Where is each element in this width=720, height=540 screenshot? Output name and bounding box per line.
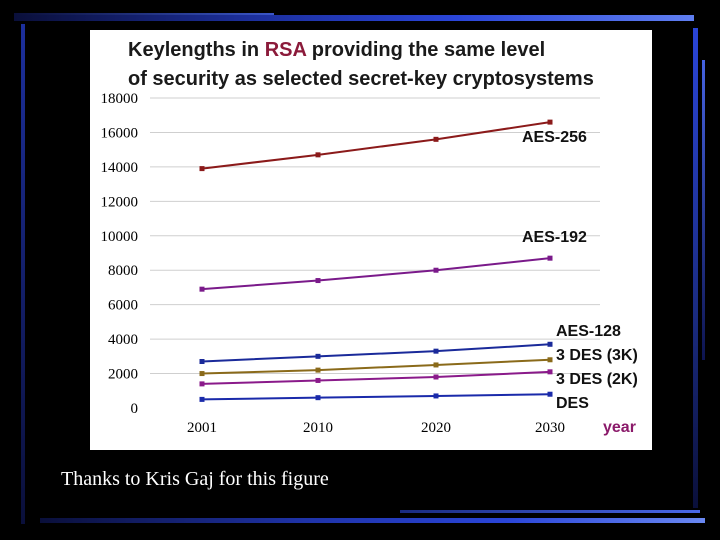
data-point-aes-192-2020 (433, 267, 439, 273)
series-line-3-des-3k (201, 358, 551, 375)
chart-title-line-2: of security as selected secret-key crypt… (128, 68, 594, 90)
y-tick-label-2000: 2000 (108, 367, 138, 383)
data-point-aes-128-2010 (315, 353, 321, 359)
data-point-aes-192-2001 (199, 286, 205, 292)
data-point-aes-256-2030 (547, 119, 553, 125)
x-tick-label-2010: 2010 (303, 420, 333, 436)
y-tick-label-18000: 18000 (101, 91, 139, 107)
data-point-3-des-3k-2020 (433, 362, 439, 368)
decorative-bar-left (21, 24, 25, 524)
data-point-des-2020 (433, 393, 439, 399)
chart-title-prefix: Keylengths in (128, 39, 265, 61)
axis-layer: 0 2000 4000 6000 8000 10000 12000 14000 16000 180… (101, 91, 636, 436)
data-point-aes-128-2030 (547, 341, 553, 347)
decorative-bar-top-accent (14, 13, 274, 16)
series-label-3-des-2k: 3 DES (2K) (556, 371, 638, 388)
x-tick-label-2020: 2020 (421, 420, 451, 436)
y-tick-label-8000: 8000 (108, 263, 138, 279)
chart-svg: Keylengths in RSA providing the same lev… (101, 39, 638, 436)
series-line-des (201, 393, 551, 401)
data-point-3-des-2k-2001 (199, 381, 205, 387)
data-point-aes-128-2001 (199, 359, 205, 364)
decorative-bar-right (693, 28, 698, 508)
decorative-bar-bottom (40, 518, 705, 523)
chart-title-accent: RSA (265, 39, 307, 61)
decorative-bar-bottom-accent (400, 510, 700, 513)
series-label-3-des-3k: 3 DES (3K) (556, 347, 638, 364)
series-label-des: DES (556, 395, 589, 412)
data-point-aes-256-2010 (315, 152, 321, 158)
y-tick-label-4000: 4000 (108, 332, 138, 348)
figure-credit: Thanks to Kris Gaj for this figure (61, 468, 329, 490)
series-line-3-des-2k (201, 370, 551, 385)
data-point-aes-256-2020 (433, 136, 439, 142)
chart-figure: Keylengths in RSA providing the same lev… (90, 30, 652, 450)
x-axis-label: year (603, 419, 636, 436)
data-point-aes-256-2001 (199, 166, 205, 172)
data-point-3-des-2k-2020 (433, 374, 439, 380)
data-point-des-2001 (199, 396, 205, 402)
y-tick-label-6000: 6000 (108, 298, 138, 314)
data-point-aes-128-2020 (433, 348, 439, 354)
data-point-3-des-2k-2030 (547, 369, 553, 375)
data-point-3-des-3k-2001 (199, 371, 205, 377)
series-label-aes-192: AES-192 (522, 229, 587, 246)
data-point-3-des-3k-2030 (547, 357, 553, 363)
decorative-bar-top (14, 15, 694, 21)
series-line-aes-192 (201, 257, 551, 291)
series-line-aes-256 (201, 121, 551, 170)
data-point-3-des-3k-2010 (315, 367, 321, 373)
x-tick-label-2001: 2001 (187, 420, 217, 436)
data-point-des-2010 (315, 395, 321, 401)
chart-title-suffix: providing the same level (306, 39, 545, 61)
data-point-aes-192-2030 (547, 255, 553, 261)
x-tick-label-2030: 2030 (535, 420, 565, 436)
series-line-aes-128 (201, 343, 551, 363)
series-layer: AES-256 AES-192 AES-128 3 DES (3K) 3 DES (2K… (199, 119, 638, 412)
series-label-aes-256: AES-256 (522, 129, 587, 146)
y-tick-label-16000: 16000 (101, 125, 139, 141)
data-point-3-des-2k-2010 (315, 377, 321, 383)
y-tick-label-10000: 10000 (101, 229, 139, 245)
y-tick-label-12000: 12000 (101, 194, 139, 210)
chart-title-line-1: Keylengths in RSA providing the same lev… (128, 39, 545, 61)
y-tick-label-0: 0 (131, 401, 139, 417)
series-label-aes-128: AES-128 (556, 323, 621, 340)
y-tick-label-14000: 14000 (101, 160, 139, 176)
data-point-des-2030 (547, 391, 553, 397)
decorative-bar-right-inner (702, 60, 705, 360)
data-point-aes-192-2010 (315, 278, 321, 284)
